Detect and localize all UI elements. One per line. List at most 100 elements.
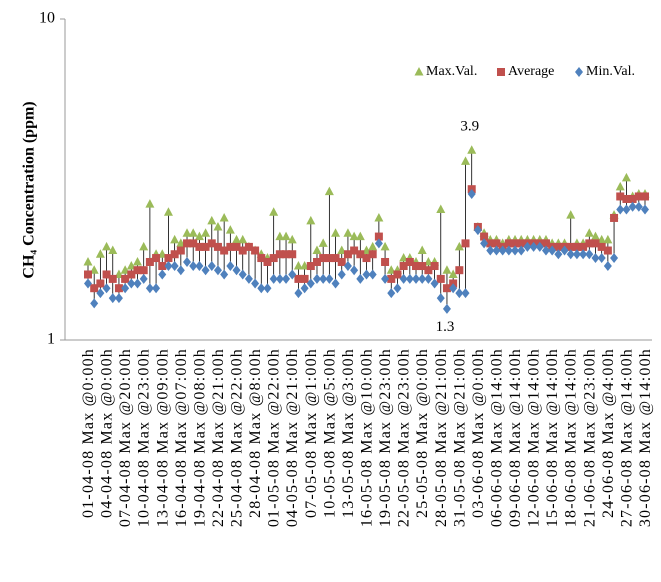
marker <box>393 270 402 279</box>
x-tick-label: 04-04-08 Max @0:00h <box>99 348 116 518</box>
marker <box>108 274 117 283</box>
marker <box>244 273 253 284</box>
marker <box>238 234 248 244</box>
legend-marker <box>497 68 505 76</box>
marker <box>306 262 315 271</box>
marker <box>541 239 550 248</box>
marker <box>102 241 112 251</box>
marker <box>287 234 297 244</box>
marker <box>566 210 576 219</box>
marker <box>96 288 105 299</box>
marker <box>102 270 111 279</box>
marker <box>585 249 594 260</box>
marker <box>590 231 600 241</box>
marker <box>511 239 520 248</box>
marker <box>628 194 637 203</box>
marker <box>412 273 421 284</box>
marker <box>356 273 365 284</box>
marker <box>183 256 192 267</box>
marker <box>374 232 383 241</box>
marker <box>368 269 377 280</box>
marker <box>263 257 272 266</box>
marker <box>387 274 396 283</box>
marker <box>585 239 594 248</box>
marker <box>275 273 284 284</box>
marker <box>164 261 173 272</box>
x-tick-label: 21-06-08 Max @23:00h <box>581 348 598 527</box>
marker <box>325 273 334 284</box>
legend-label: Average <box>508 64 554 79</box>
marker <box>412 262 421 271</box>
marker <box>615 181 625 191</box>
x-tick-label: 07-04-08 Max @20:00h <box>117 348 134 527</box>
marker <box>201 242 210 251</box>
marker <box>554 242 563 251</box>
marker <box>461 156 471 165</box>
x-tick-label: 09-06-08 Max @14:00h <box>507 348 524 527</box>
marker <box>319 254 328 263</box>
marker <box>579 242 588 251</box>
marker <box>306 278 315 289</box>
marker <box>318 238 328 247</box>
x-tick-label: 16-04-08 Max @07:00h <box>173 348 190 527</box>
x-tick-label: 03-06-08 Max @0:00h <box>470 348 487 518</box>
marker <box>504 245 513 256</box>
marker <box>312 257 321 266</box>
marker <box>381 257 390 266</box>
marker <box>442 284 451 293</box>
marker <box>232 234 242 244</box>
legend-label: Min.Val. <box>586 64 635 79</box>
marker <box>213 221 223 231</box>
marker <box>350 265 359 276</box>
marker <box>176 246 185 255</box>
marker <box>622 204 631 215</box>
marker <box>282 273 291 284</box>
marker <box>238 269 247 280</box>
x-tick-label: 13-04-08 Max @09:00h <box>154 348 171 527</box>
marker <box>324 186 334 196</box>
marker <box>504 239 513 248</box>
marker <box>312 245 322 255</box>
x-tick-label: 31-05-08 Max @21:00h <box>451 348 468 527</box>
marker <box>641 204 649 215</box>
marker <box>114 293 123 304</box>
marker <box>517 245 526 256</box>
marker <box>84 270 92 279</box>
marker <box>275 250 284 259</box>
marker <box>418 273 427 284</box>
marker <box>535 241 544 252</box>
marker <box>133 256 143 266</box>
marker <box>436 204 446 214</box>
marker <box>201 228 211 237</box>
marker <box>95 249 105 258</box>
marker <box>152 254 161 263</box>
x-tick-label: 06-06-08 Max @14:00h <box>488 348 505 527</box>
marker <box>554 249 563 260</box>
marker <box>331 254 340 263</box>
marker <box>232 265 241 276</box>
marker <box>424 273 433 284</box>
marker <box>610 253 619 264</box>
marker <box>300 283 309 294</box>
marker <box>393 283 402 294</box>
marker <box>219 212 229 222</box>
marker <box>368 241 378 251</box>
marker <box>207 215 217 225</box>
marker <box>628 201 637 212</box>
marker <box>399 273 408 284</box>
marker <box>486 239 495 248</box>
marker <box>282 250 291 259</box>
marker <box>232 242 241 251</box>
x-tick-label: 25-05-08 Max @0:00h <box>414 348 431 518</box>
marker <box>523 241 532 252</box>
marker <box>158 262 167 271</box>
marker <box>238 246 247 255</box>
marker <box>337 269 346 280</box>
marker <box>226 242 235 251</box>
marker <box>300 274 309 283</box>
marker <box>294 288 303 299</box>
marker <box>603 246 612 255</box>
marker <box>288 250 297 259</box>
marker <box>621 172 631 182</box>
